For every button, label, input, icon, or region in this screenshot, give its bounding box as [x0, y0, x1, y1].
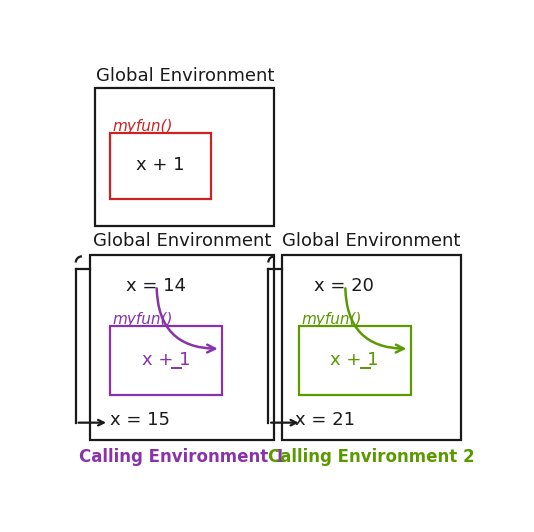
Bar — [90, 255, 274, 439]
Text: Calling Environment 2: Calling Environment 2 — [268, 447, 475, 466]
Text: myfun(): myfun() — [113, 120, 173, 135]
Text: x + 1: x + 1 — [136, 156, 185, 174]
Text: Global Environment: Global Environment — [282, 232, 461, 250]
Text: Calling Environment 1: Calling Environment 1 — [79, 447, 285, 466]
Text: x = 20: x = 20 — [315, 277, 374, 295]
Text: Global Environment: Global Environment — [96, 66, 274, 85]
Text: x = 15: x = 15 — [111, 411, 170, 429]
Bar — [111, 133, 210, 198]
Bar — [299, 326, 411, 395]
Text: Global Environment: Global Environment — [93, 232, 271, 250]
Text: myfun(): myfun() — [301, 312, 362, 327]
Text: x = 14: x = 14 — [126, 277, 186, 295]
Bar — [111, 326, 222, 395]
Text: x + 1: x + 1 — [330, 351, 379, 369]
Text: x = 21: x = 21 — [295, 411, 355, 429]
Text: x + 1: x + 1 — [142, 351, 190, 369]
Bar — [95, 88, 274, 226]
Bar — [282, 255, 461, 439]
Text: myfun(): myfun() — [113, 312, 173, 327]
